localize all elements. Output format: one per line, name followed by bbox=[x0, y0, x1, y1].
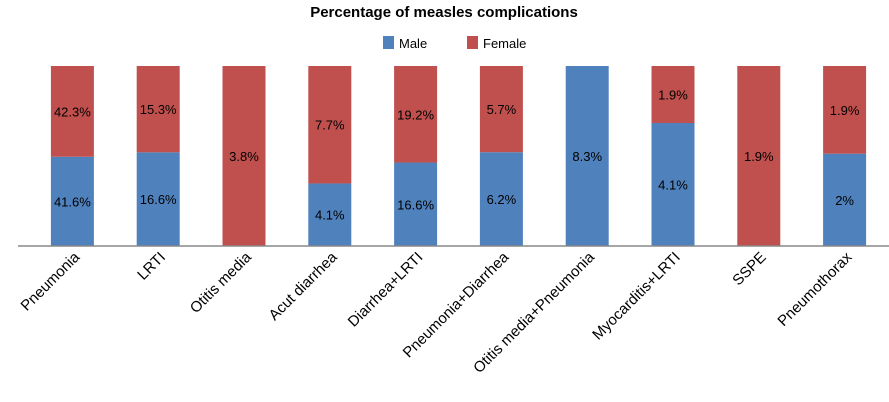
bar-female bbox=[50, 66, 94, 157]
data-label: 16.6% bbox=[397, 197, 434, 212]
bar-female bbox=[651, 66, 695, 123]
bar-female bbox=[222, 66, 266, 246]
data-label: 3.8% bbox=[229, 149, 259, 164]
x-tick-label: Myocarditis+LRTI bbox=[589, 249, 684, 344]
x-tick-label: Otitis media bbox=[187, 248, 255, 316]
x-tick-label: SSPE bbox=[729, 249, 769, 289]
chart-title: Percentage of measles complications bbox=[310, 4, 578, 21]
data-label: 19.2% bbox=[397, 107, 434, 122]
bar-male bbox=[479, 152, 523, 246]
bar-female bbox=[823, 66, 867, 154]
data-label: 15.3% bbox=[140, 102, 177, 117]
data-label: 7.7% bbox=[315, 118, 345, 133]
x-tick-label: Diarrhea+LRTI bbox=[345, 249, 427, 331]
bar-female bbox=[737, 66, 781, 246]
bar-male bbox=[308, 183, 352, 246]
data-label: 4.1% bbox=[315, 208, 345, 223]
bar-male bbox=[50, 156, 94, 246]
data-label: 5.7% bbox=[487, 102, 517, 117]
legend-label-female: Female bbox=[483, 36, 526, 51]
data-label: 41.6% bbox=[54, 194, 91, 209]
legend: Male Female bbox=[383, 36, 526, 51]
data-label: 42.3% bbox=[54, 104, 91, 119]
data-label: 2% bbox=[835, 193, 854, 208]
data-label: 1.9% bbox=[830, 103, 860, 118]
data-label: 16.6% bbox=[140, 192, 177, 207]
bar-female bbox=[136, 66, 180, 153]
bar-male bbox=[651, 123, 695, 246]
data-label: 1.9% bbox=[744, 149, 774, 164]
data-label: 8.3% bbox=[572, 149, 602, 164]
legend-label-male: Male bbox=[399, 36, 427, 51]
data-label: 4.1% bbox=[658, 178, 688, 193]
x-tick-label: Pneumonia bbox=[18, 248, 84, 314]
x-tick-label: Acut diarrhea bbox=[266, 248, 342, 324]
data-label: 1.9% bbox=[658, 88, 688, 103]
bar-male bbox=[565, 66, 609, 246]
x-tick-label: Pneumothorax bbox=[774, 248, 855, 329]
bar-female bbox=[479, 66, 523, 153]
legend-swatch-male bbox=[383, 36, 394, 49]
bar-male bbox=[823, 153, 867, 246]
bar-female bbox=[394, 66, 438, 163]
bar-male bbox=[394, 162, 438, 246]
bar-female bbox=[308, 66, 352, 184]
x-tick-label: LRTI bbox=[134, 249, 169, 284]
data-label: 6.2% bbox=[487, 192, 517, 207]
legend-swatch-female bbox=[467, 36, 478, 49]
bar-male bbox=[136, 152, 180, 246]
